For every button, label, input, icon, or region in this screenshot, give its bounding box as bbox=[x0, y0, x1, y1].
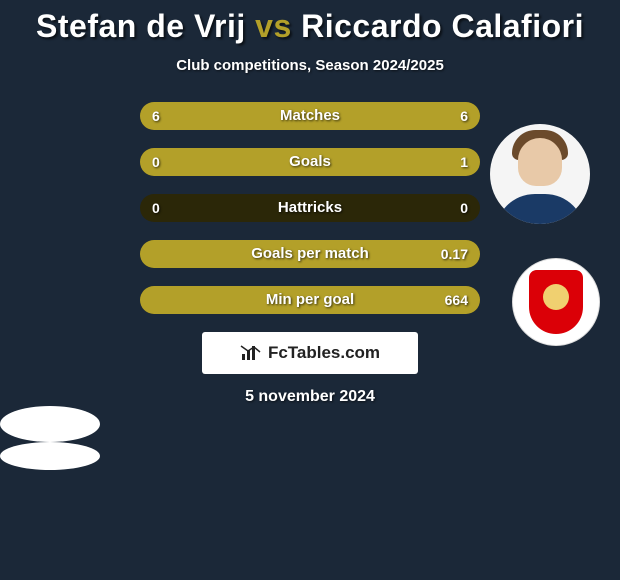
stat-label: Goals bbox=[140, 148, 480, 176]
stat-value-right: 1 bbox=[460, 148, 468, 176]
date-text: 5 november 2024 bbox=[0, 388, 620, 406]
stat-value-right: 0 bbox=[460, 194, 468, 222]
player2-club-badge bbox=[512, 258, 600, 346]
player2-avatar bbox=[490, 124, 590, 224]
title-vs: vs bbox=[255, 8, 292, 44]
stat-label: Hattricks bbox=[140, 194, 480, 222]
stats-rows: 6Matches60Goals10Hattricks0Goals per mat… bbox=[140, 102, 480, 314]
stat-row: 0Goals1 bbox=[140, 148, 480, 176]
stat-value-right: 664 bbox=[445, 286, 468, 314]
stat-row: Min per goal664 bbox=[140, 286, 480, 314]
page-title: Stefan de Vrij vs Riccardo Calafiori bbox=[0, 8, 620, 45]
stat-label: Goals per match bbox=[140, 240, 480, 268]
bar-chart-icon bbox=[240, 344, 262, 362]
title-player1: Stefan de Vrij bbox=[36, 8, 246, 44]
stat-row: Goals per match0.17 bbox=[140, 240, 480, 268]
stat-row: 0Hattricks0 bbox=[140, 194, 480, 222]
branding-text: FcTables.com bbox=[268, 343, 380, 363]
player1-club-badge bbox=[0, 442, 100, 470]
subtitle: Club competitions, Season 2024/2025 bbox=[0, 57, 620, 74]
title-player2: Riccardo Calafiori bbox=[301, 8, 584, 44]
player1-avatar bbox=[0, 406, 100, 442]
stat-value-right: 0.17 bbox=[441, 240, 468, 268]
stat-value-right: 6 bbox=[460, 102, 468, 130]
stat-label: Matches bbox=[140, 102, 480, 130]
stat-label: Min per goal bbox=[140, 286, 480, 314]
branding-badge: FcTables.com bbox=[202, 332, 418, 374]
comparison-card: Stefan de Vrij vs Riccardo Calafiori Clu… bbox=[0, 0, 620, 450]
stat-row: 6Matches6 bbox=[140, 102, 480, 130]
